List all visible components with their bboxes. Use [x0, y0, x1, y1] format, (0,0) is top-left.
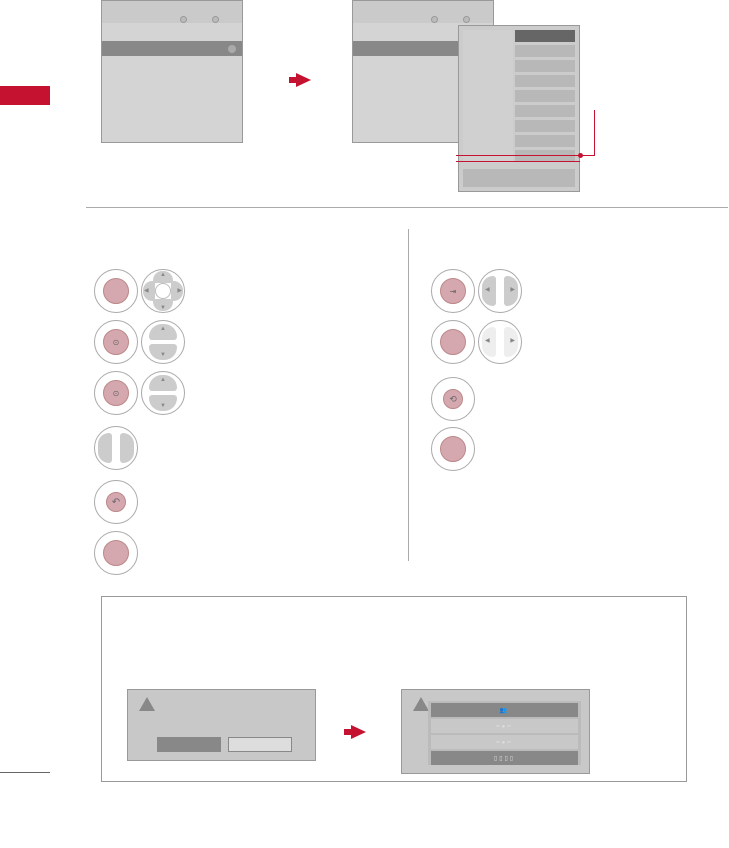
- warning-triangle-icon: [139, 697, 155, 711]
- settings-row: ▯▯▯▯: [431, 751, 578, 765]
- menu-row: [515, 105, 575, 117]
- lr-shell[interactable]: ◀ ▶: [478, 269, 522, 313]
- menu-row: [515, 135, 575, 147]
- footer-rule: [0, 772, 50, 773]
- people-icon: 👥: [500, 707, 509, 714]
- tv-dark-stripe: [102, 41, 242, 56]
- button-face: ⊙: [103, 329, 129, 355]
- dpad-up[interactable]: ▲: [153, 271, 173, 283]
- button-row: ⊙ ▲ ▼: [94, 320, 185, 364]
- button-row: ⇥ ◀ ▶: [431, 269, 522, 313]
- enter-button[interactable]: ⊙: [94, 320, 138, 364]
- half-right[interactable]: [120, 433, 134, 463]
- indicator-dot: [212, 16, 219, 23]
- half-left[interactable]: [98, 433, 112, 463]
- button-row: [94, 531, 138, 575]
- link-button[interactable]: ⟲: [431, 377, 475, 421]
- tv-header-bar: [102, 1, 242, 23]
- onscreen-menu: [458, 25, 580, 192]
- button-face: [103, 540, 129, 566]
- menu-left-pane: [463, 30, 513, 163]
- tv-screen-before: [101, 0, 243, 143]
- callout-line-horizontal: [456, 155, 595, 156]
- half-left[interactable]: ◀: [482, 276, 496, 306]
- button-row: ⊙ ▲ ▼: [94, 371, 185, 415]
- dpad-down[interactable]: ▼: [153, 299, 173, 311]
- dialog-settings: 👥 ━●━ ━●━ ▯▯▯▯: [401, 689, 590, 774]
- settings-row: ━●━: [431, 719, 578, 733]
- dialog-yes-button[interactable]: [157, 737, 221, 752]
- menu-row: [515, 60, 575, 72]
- button-row: ◀ ▶: [431, 320, 522, 364]
- slider-icon: ━●━: [496, 739, 513, 746]
- callout-dot: [578, 153, 583, 158]
- arc-down[interactable]: ▼: [149, 395, 177, 411]
- half-right[interactable]: ▶: [504, 276, 518, 306]
- ok-button[interactable]: [431, 427, 475, 471]
- dpad-4way[interactable]: ▲ ▼ ◀ ▶: [141, 269, 185, 313]
- settings-panel: 👥 ━●━ ━●━ ▯▯▯▯: [428, 701, 581, 765]
- settings-row: ━●━: [431, 735, 578, 749]
- dialog-no-button[interactable]: [228, 737, 292, 752]
- indicator-dot: [463, 16, 470, 23]
- menu-row: [515, 45, 575, 57]
- link-icon: ⟲: [443, 389, 463, 409]
- arc-down[interactable]: ▼: [149, 344, 177, 360]
- stripe-end-dot: [228, 45, 236, 53]
- settings-row: 👥: [431, 703, 578, 717]
- menu-row: [515, 75, 575, 87]
- button-face: [103, 278, 129, 304]
- enter-button[interactable]: ⊙: [94, 371, 138, 415]
- digits-icon: ▯▯▯▯: [494, 755, 515, 762]
- return-icon: ↶: [106, 492, 126, 512]
- callout-line-horizontal: [456, 161, 580, 162]
- columns-divider: [408, 229, 409, 561]
- menu-right-pane: [515, 30, 575, 163]
- button-row: [94, 426, 138, 470]
- half-right[interactable]: ▶: [504, 327, 518, 357]
- dialog-buttons: [157, 737, 292, 752]
- menu-header-row: [515, 30, 575, 42]
- button-row: [431, 427, 475, 471]
- button-face: [440, 436, 466, 462]
- arc-up[interactable]: ▲: [149, 375, 177, 391]
- button-row: ↶: [94, 480, 138, 524]
- dialog-confirm: [127, 689, 316, 761]
- return-button[interactable]: ↶: [94, 480, 138, 524]
- dpad-updown[interactable]: ▲ ▼: [141, 371, 185, 415]
- tv-header-bar: [353, 1, 493, 23]
- dpad-left[interactable]: ◀: [143, 281, 155, 301]
- arc-up[interactable]: ▲: [149, 324, 177, 340]
- button-row: ▲ ▼ ◀ ▶: [94, 269, 185, 313]
- menu-row: [515, 90, 575, 102]
- input-button[interactable]: ⇥: [431, 269, 475, 313]
- ok-button[interactable]: [94, 531, 138, 575]
- button-face: ⇥: [440, 278, 466, 304]
- dpad-center[interactable]: [155, 283, 171, 299]
- lr-button[interactable]: [94, 426, 138, 470]
- half-left[interactable]: ◀: [482, 327, 496, 357]
- enter-button[interactable]: [431, 320, 475, 364]
- button-face: [440, 329, 466, 355]
- menu-button[interactable]: [94, 269, 138, 313]
- section-divider-top: [86, 207, 728, 208]
- arrow-right-icon: [351, 725, 366, 739]
- button-row: ⟲: [431, 377, 475, 421]
- lr-shell[interactable]: ◀ ▶: [478, 320, 522, 364]
- indicator-dot: [180, 16, 187, 23]
- warning-triangle-icon: [413, 697, 429, 711]
- button-face: ⊙: [103, 380, 129, 406]
- menu-footer-row: [463, 169, 575, 187]
- dpad-right[interactable]: ▶: [171, 281, 183, 301]
- dpad-updown[interactable]: ▲ ▼: [141, 320, 185, 364]
- indicator-dot: [431, 16, 438, 23]
- page-edge-tab: [0, 86, 50, 105]
- callout-line-vertical: [594, 110, 595, 156]
- slider-icon: ━●━: [496, 723, 513, 730]
- menu-row: [515, 120, 575, 132]
- arrow-right-icon: [296, 73, 311, 87]
